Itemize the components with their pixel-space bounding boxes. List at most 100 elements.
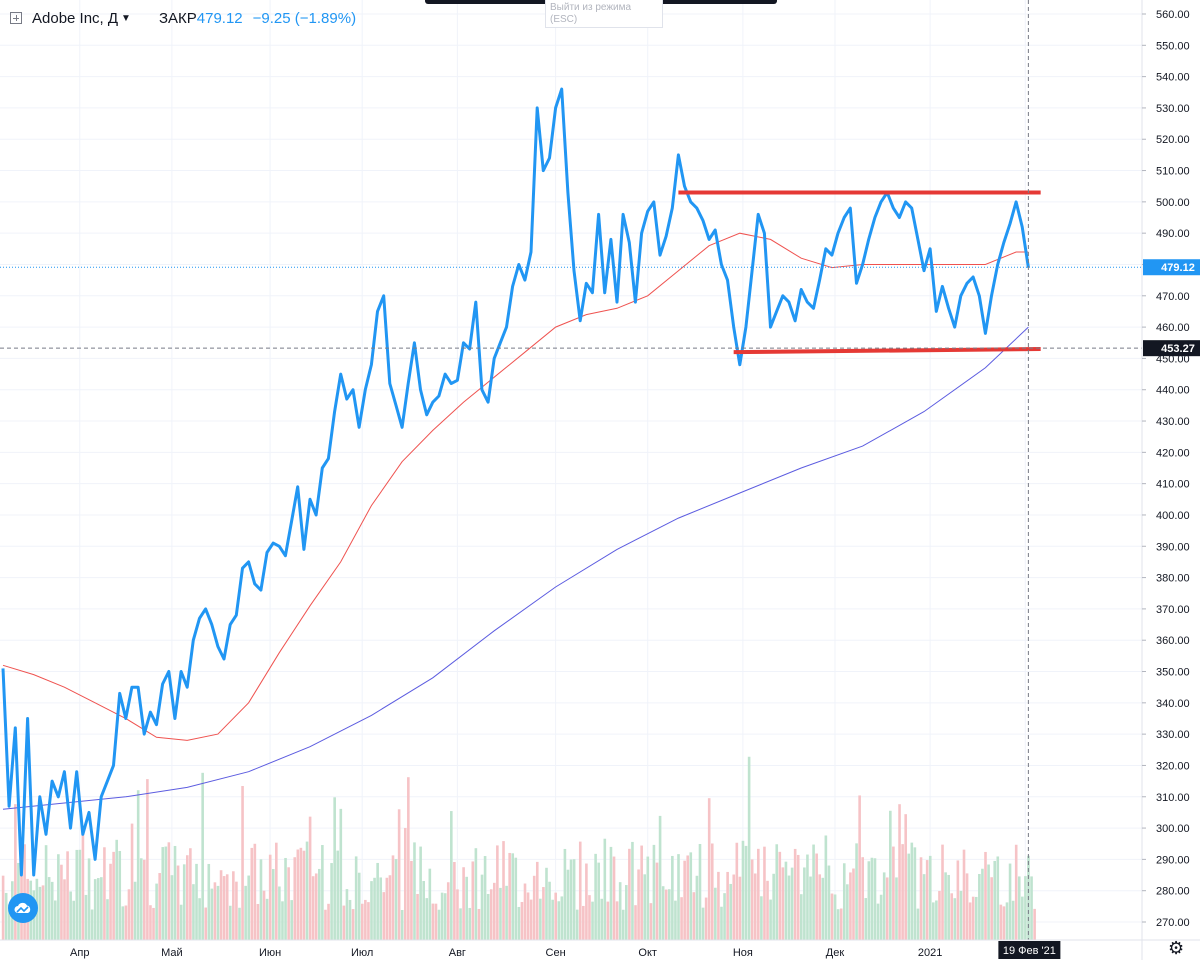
x-tick-label: Дек	[826, 947, 845, 959]
y-tick-label: 410.00	[1156, 479, 1190, 491]
y-tick-label: 360.00	[1156, 635, 1190, 647]
volume-bar	[953, 898, 957, 940]
y-tick-label: 540.00	[1156, 72, 1190, 84]
x-tick-label: 2021	[918, 947, 942, 959]
volume-bar	[818, 874, 822, 940]
volume-bar	[677, 854, 680, 940]
volume-bar	[391, 855, 395, 940]
volume-bar	[502, 841, 505, 940]
series-legend: Adobe Inc, Д ▼ ЗАКР 479.12 −9.25 (−1.89%…	[10, 8, 356, 28]
volume-bar	[468, 907, 472, 940]
volume-bar	[796, 854, 800, 940]
volume-bar	[683, 860, 686, 940]
y-tick-label: 370.00	[1156, 604, 1190, 616]
x-tick-label: Сен	[546, 947, 566, 959]
volume-bar	[271, 869, 275, 940]
compare-plus-icon[interactable]	[10, 12, 22, 24]
volume-bar	[750, 859, 754, 940]
volume-bar	[238, 907, 241, 940]
volume-bar	[124, 905, 128, 940]
volume-bar	[793, 848, 797, 940]
volume-bar	[680, 897, 683, 940]
volume-bar	[603, 838, 607, 940]
ma-200-line	[2, 326, 1029, 810]
x-tick-label: Окт	[638, 947, 657, 959]
price-axis[interactable]: 270.00 280.00 290.00 300.00 310.00 320.00 330.…	[1141, 0, 1200, 960]
exit-fullscreen-button[interactable]: Выйти из режима (ESC)	[545, 0, 663, 28]
volume-bar	[57, 854, 60, 940]
volume-bar	[1021, 896, 1024, 940]
volume-bar	[858, 795, 861, 940]
volume-bar	[987, 864, 990, 940]
volume-bar	[539, 898, 542, 940]
volume-bar	[658, 815, 662, 940]
volume-bar	[219, 870, 223, 940]
volume-bar	[720, 906, 723, 940]
volume-bar	[471, 861, 475, 940]
volume-bar	[588, 895, 591, 940]
volume-bar	[999, 904, 1003, 940]
volume-bar	[192, 884, 195, 940]
volume-bar	[465, 876, 468, 940]
volume-bar	[443, 893, 447, 940]
volume-bar	[127, 889, 131, 940]
chevron-down-icon[interactable]: ▼	[121, 12, 131, 24]
volume-bar	[769, 899, 772, 940]
volume-bar	[360, 903, 364, 940]
crosshair	[0, 0, 1142, 940]
volume-bar	[646, 856, 650, 940]
volume-bar	[535, 861, 539, 940]
y-tick-label: 420.00	[1156, 447, 1190, 459]
volume-bar	[336, 850, 340, 940]
volume-bar	[621, 909, 625, 940]
cloud-logo-icon[interactable]	[8, 893, 38, 923]
y-tick-label: 430.00	[1156, 416, 1190, 428]
volume-bar	[741, 840, 745, 940]
support-line[interactable]	[733, 347, 1041, 355]
volume-bar	[499, 887, 502, 940]
volume-bar	[416, 893, 419, 940]
symbol-title[interactable]: Adobe Inc, Д	[32, 9, 119, 27]
time-axis[interactable]: АпрМайИюнИюлАвгСенОктНояДек2021Фев19 Фев…	[0, 939, 1200, 959]
volume-bar	[652, 844, 656, 940]
volume-bar	[545, 867, 548, 940]
volume-bar	[1, 875, 5, 940]
volume-bar	[928, 855, 932, 940]
volume-bar	[965, 873, 969, 940]
volume-bar	[984, 851, 987, 940]
level-lines[interactable]	[678, 190, 1041, 355]
volume-bar	[66, 851, 69, 940]
volume-bar	[523, 883, 527, 940]
cloud-icon	[14, 902, 31, 913]
volume-bar	[253, 843, 257, 940]
volume-bar	[81, 832, 85, 940]
volume-bar	[962, 849, 966, 940]
volume-bar	[103, 847, 106, 940]
close-value: 479.12	[196, 9, 243, 27]
volume-bar	[453, 862, 456, 940]
price-series[interactable]	[1, 87, 1030, 877]
last-price-tag	[1143, 259, 1200, 276]
volume-bar	[176, 865, 180, 940]
gear-icon[interactable]: ⚙	[1168, 938, 1185, 958]
y-tick-label: 390.00	[1156, 541, 1190, 553]
volume-bar	[932, 902, 935, 940]
volume-bar	[413, 842, 416, 940]
close-price-line[interactable]	[1, 87, 1030, 877]
volume-bar	[201, 772, 204, 940]
volume-bar	[1011, 900, 1015, 940]
volume-bar	[379, 877, 383, 940]
volume-bar	[437, 909, 441, 940]
volume-bar	[388, 875, 392, 940]
volume-bar	[425, 898, 429, 940]
volume-bar	[563, 848, 567, 940]
volume-bar	[661, 886, 665, 940]
volume-bar	[628, 848, 631, 940]
volume-bar	[385, 877, 389, 940]
volume-bar	[763, 846, 766, 940]
volume-bar	[268, 854, 272, 940]
volume-bar	[686, 855, 690, 940]
volume-bar	[152, 907, 155, 940]
crosshair-date-tag	[998, 941, 1061, 959]
